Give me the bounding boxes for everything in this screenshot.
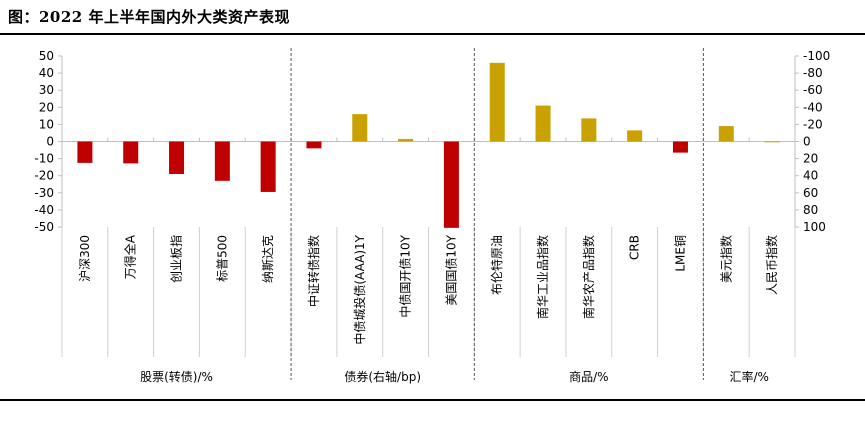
- top-rule: [0, 33, 865, 35]
- category-label: 布伦特原油: [489, 235, 504, 295]
- bar: [764, 141, 780, 143]
- left-axis-tick-label: -40: [34, 203, 54, 217]
- right-axis-tick-label: -20: [803, 117, 823, 131]
- category-label: 中债国开债10Y: [398, 234, 413, 317]
- category-label: 标普500: [215, 235, 229, 282]
- left-axis-tick-label: -20: [34, 169, 54, 183]
- bar: [352, 114, 368, 142]
- bar: [169, 141, 185, 174]
- left-axis-tick-label: 30: [39, 83, 54, 97]
- right-axis-tick-label: -80: [803, 66, 823, 80]
- group-label: 债券(右轴/bp): [344, 369, 421, 384]
- right-axis-tick-label: 60: [803, 186, 818, 200]
- group-label: 商品/%: [569, 369, 608, 384]
- category-label: 人民币指数: [764, 235, 779, 295]
- bar: [123, 141, 139, 164]
- left-axis-tick-label: 0: [46, 135, 54, 149]
- left-axis-tick-label: 40: [39, 66, 54, 80]
- right-axis-tick-label: 20: [803, 152, 818, 166]
- category-label: 创业板指: [169, 235, 184, 283]
- right-axis-tick-label: 100: [803, 220, 826, 234]
- right-axis-tick-label: 0: [803, 135, 811, 149]
- category-label: 南华农产品指数: [581, 235, 596, 319]
- left-axis-tick-label: 10: [39, 117, 54, 131]
- right-axis-tick-label: -40: [803, 100, 823, 114]
- bottom-rule: [0, 399, 865, 401]
- bar: [260, 141, 276, 192]
- bar: [214, 141, 230, 181]
- left-axis-tick-label: 20: [39, 100, 54, 114]
- left-axis-tick-label: -30: [34, 186, 54, 200]
- category-label: 中证转债指数: [306, 235, 321, 307]
- category-label: CRB: [628, 235, 642, 260]
- left-axis-tick-label: -50: [34, 220, 54, 234]
- bar: [718, 126, 734, 142]
- right-axis-tick-label: 40: [803, 169, 818, 183]
- figure-title: 图：2022 年上半年国内外大类资产表现: [8, 8, 290, 26]
- bar: [306, 141, 322, 149]
- bar: [672, 141, 688, 153]
- group-label: 股票(转债)/%: [140, 369, 213, 384]
- group-label: 汇率/%: [729, 369, 768, 384]
- right-axis-tick-label: -60: [803, 83, 823, 97]
- category-label: 纳斯达克: [261, 235, 275, 283]
- left-axis-tick-label: -10: [34, 152, 54, 166]
- bar: [398, 138, 414, 142]
- right-axis-tick-label: -100: [803, 49, 830, 63]
- bar: [581, 118, 597, 142]
- bar: [443, 141, 459, 228]
- category-label: 万得全A: [123, 234, 138, 279]
- category-label: 美国国债10Y: [444, 234, 458, 305]
- bar: [489, 62, 505, 142]
- category-label: 中债城投债(AAA)1Y: [352, 234, 367, 344]
- category-label: 美元指数: [718, 235, 733, 283]
- bar: [627, 130, 643, 142]
- left-axis-tick-label: 50: [39, 49, 54, 63]
- bar: [77, 141, 93, 163]
- right-axis-tick-label: 80: [803, 203, 818, 217]
- category-label: 南华工业品指数: [535, 235, 550, 319]
- bar: [535, 105, 551, 142]
- category-label: 沪深300: [78, 235, 92, 282]
- category-label: LME铜: [672, 235, 687, 272]
